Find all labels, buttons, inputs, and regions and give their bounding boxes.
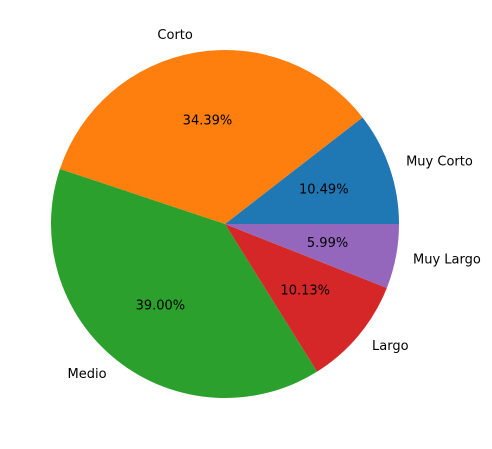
category-label-muy-largo: Muy Largo [413, 252, 481, 267]
pie-slice-medio [51, 168, 318, 399]
percent-label-corto: 34.39% [183, 114, 233, 129]
category-label-largo: Largo [372, 339, 409, 354]
category-label-medio: Medio [68, 367, 107, 382]
percent-label-muy-corto: 10.49% [299, 183, 349, 198]
pie-slice-corto [59, 49, 363, 225]
category-label-corto: Corto [157, 28, 192, 43]
percent-label-muy-largo: 5.99% [307, 236, 348, 251]
pie-labels: 10.49% Muy Corto 34.39% Corto 39.00% Medio 10.… [68, 28, 481, 382]
percent-label-medio: 39.00% [136, 299, 186, 314]
category-label-muy-corto: Muy Corto [406, 155, 473, 170]
pie-slice-largo [225, 224, 387, 372]
pie-slice-muy-corto [225, 117, 399, 224]
percent-label-largo: 10.13% [280, 283, 330, 298]
pie-slices [51, 49, 399, 399]
pie-slice-muy-largo [225, 224, 399, 288]
